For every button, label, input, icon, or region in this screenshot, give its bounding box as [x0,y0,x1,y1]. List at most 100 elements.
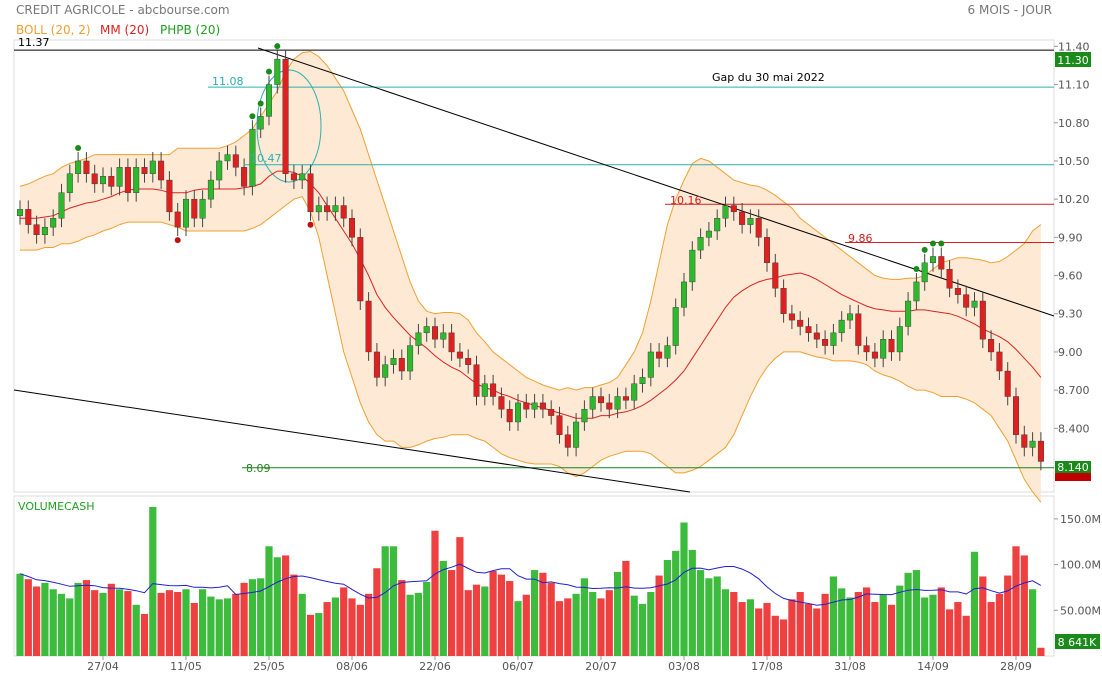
level-label-8-09: 8.09 [246,462,271,475]
candle-body [664,345,671,359]
candle-body [963,294,970,308]
volume-bar [323,602,331,656]
candle-body [83,160,90,174]
grid-layer [102,45,1058,660]
candle-body [656,351,663,359]
volume-bar [91,590,99,656]
candle-body [66,173,73,193]
volume-bar [921,597,929,656]
phpb-signals [75,43,945,273]
volume-bar [979,576,987,656]
candle-body [432,326,439,340]
volume-bar [240,582,248,656]
volume-bar [995,593,1003,656]
volume-bar [99,592,107,656]
candle-body [274,58,281,85]
volume-bar [630,595,638,656]
volume-bar [140,613,149,656]
moving-average [20,170,1042,419]
volume-bar [514,601,522,656]
volume-bar [522,594,530,656]
candle-body [1029,440,1036,448]
volume-bar [730,592,738,656]
volume-bar [207,596,215,656]
volume-bar [66,598,74,656]
volume-bar [232,593,240,656]
candle-body [780,288,787,314]
volume-bar [688,549,696,656]
volume-bar [605,590,613,656]
candle-body [133,167,140,193]
candle-body [249,128,256,187]
candle-body [224,154,231,162]
candle-body [705,230,712,238]
volume-bar [33,586,41,656]
current-price-tag: 11.30 [1057,54,1089,67]
signal-up-dot [274,43,281,50]
candle-body [755,218,762,238]
xtick-label: 06/07 [502,660,534,673]
price-tags: 11.30 8.140 8 641K [1055,52,1100,649]
volume-bar [763,602,771,656]
candle-body [598,396,605,404]
volume-bar [174,592,182,656]
candle-body [373,351,380,378]
volume-bar [879,594,887,656]
volume-bar [755,608,763,656]
xtick-label: 31/08 [834,660,866,673]
volume-ytick-label: 100.0M [1060,559,1101,572]
candle-body [365,300,372,353]
volume-bar [622,560,630,656]
volume-bar [829,576,837,656]
volume-bar [987,602,995,656]
last-volume-tag: 8 641K [1058,636,1097,649]
volume-bar [564,598,572,656]
volume-bar [223,598,232,656]
level-label-10-47: 10.47 [250,152,282,165]
level-label-9-86: 9.86 [848,232,873,245]
volume-bar [124,591,132,656]
candle-body [207,179,214,200]
trend-lines [13,47,1055,493]
signal-up-dot [938,240,945,247]
last-price-tag-top [1055,461,1091,473]
candle-body [589,396,596,410]
candle-body [290,173,297,181]
volume-bar [315,613,323,656]
volume-bar [962,615,970,656]
volume-bar [381,546,389,656]
candle-body [465,358,472,365]
candle-body [440,332,447,340]
volume-bar [107,583,115,656]
candle-body [946,268,953,289]
candle-body [398,358,405,372]
volume-bar [57,593,66,656]
candle-body [506,409,513,423]
annotation-labels: 11.37 11.08 10.47 10.16 9.86 8.09 Gap du… [18,36,873,475]
candle-body [390,358,397,365]
volume-bar [373,568,381,656]
chart-title: CREDIT AGRICOLE - abcbourse.com [16,3,230,17]
volume-bar [389,546,398,656]
signal-up-dot [75,145,82,152]
candle-body [788,313,795,321]
trendline-upper [257,47,1055,317]
volume-bar [506,581,514,656]
candle-body [415,332,422,346]
price-ytick-label: 8.700 [1058,384,1090,397]
volume-bar [489,570,497,656]
xtick-label: 11/05 [170,660,202,673]
candle-body [979,300,986,340]
candle-body [531,402,538,410]
candle-body [182,198,189,228]
candle-body [855,313,862,346]
candle-body [681,281,688,308]
bollinger-upper [19,50,1042,391]
candle-body [722,205,729,219]
candle-body [332,205,339,213]
candle-body [307,173,314,213]
horizontal-levels [14,49,1054,469]
candle-body [838,319,845,334]
xtick-label: 25/05 [253,660,285,673]
level-label-11-37: 11.37 [18,36,50,49]
